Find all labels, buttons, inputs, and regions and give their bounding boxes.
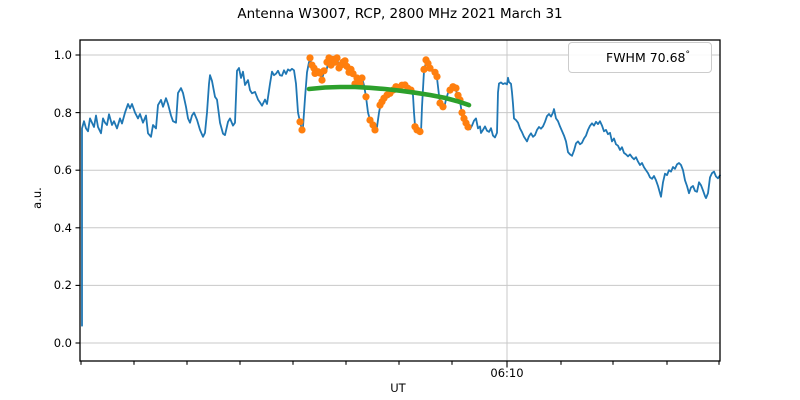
y-tick-label: 0.0: [53, 336, 72, 350]
y-tick-label: 0.8: [53, 106, 72, 120]
fwhm-fit-line: [306, 84, 472, 108]
fwhm-scan-point: [371, 126, 379, 134]
fwhm-scan-point: [318, 76, 326, 84]
fwhm-scan-point: [333, 54, 341, 62]
fwhm-scan-point: [458, 109, 466, 117]
y-axis-label: a.u.: [30, 187, 44, 209]
y-tick-label: 0.6: [53, 163, 72, 177]
legend-label: FWHM 70.68°: [606, 49, 691, 66]
fwhm-scan-point: [306, 54, 314, 62]
fwhm-scan-point: [298, 126, 306, 134]
x-tick-label: 06:10: [490, 366, 524, 380]
signal-line: [81, 56, 721, 327]
y-tick-label: 0.2: [53, 278, 72, 292]
axes-spines: [79, 39, 721, 362]
fwhm-scan-point: [341, 57, 349, 65]
fwhm-scan-point: [433, 73, 441, 81]
degree-symbol: °: [685, 49, 691, 60]
fwhm-scan-point: [353, 74, 361, 82]
fwhm-scan-point: [452, 84, 460, 92]
legend-marker-dot-icon: [583, 54, 590, 61]
chart-title: Antenna W3007, RCP, 2800 MHz 2021 March …: [237, 6, 563, 22]
y-tick-label: 0.4: [53, 221, 72, 235]
y-tick-label: 1.0: [53, 48, 72, 62]
legend: FWHM 70.68°: [568, 42, 712, 73]
x-axis-label: UT: [390, 381, 406, 395]
fwhm-scan-point: [439, 103, 447, 111]
fwhm-scan-point: [426, 64, 434, 72]
fwhm-scan-point: [296, 118, 304, 126]
fwhm-scan-point: [320, 67, 328, 75]
fwhm-scan-point: [464, 123, 472, 131]
fwhm-scan-point: [420, 65, 428, 73]
fwhm-scan-point: [416, 128, 424, 136]
fwhm-scan-point: [358, 74, 366, 82]
fwhm-scan-point: [362, 93, 370, 101]
